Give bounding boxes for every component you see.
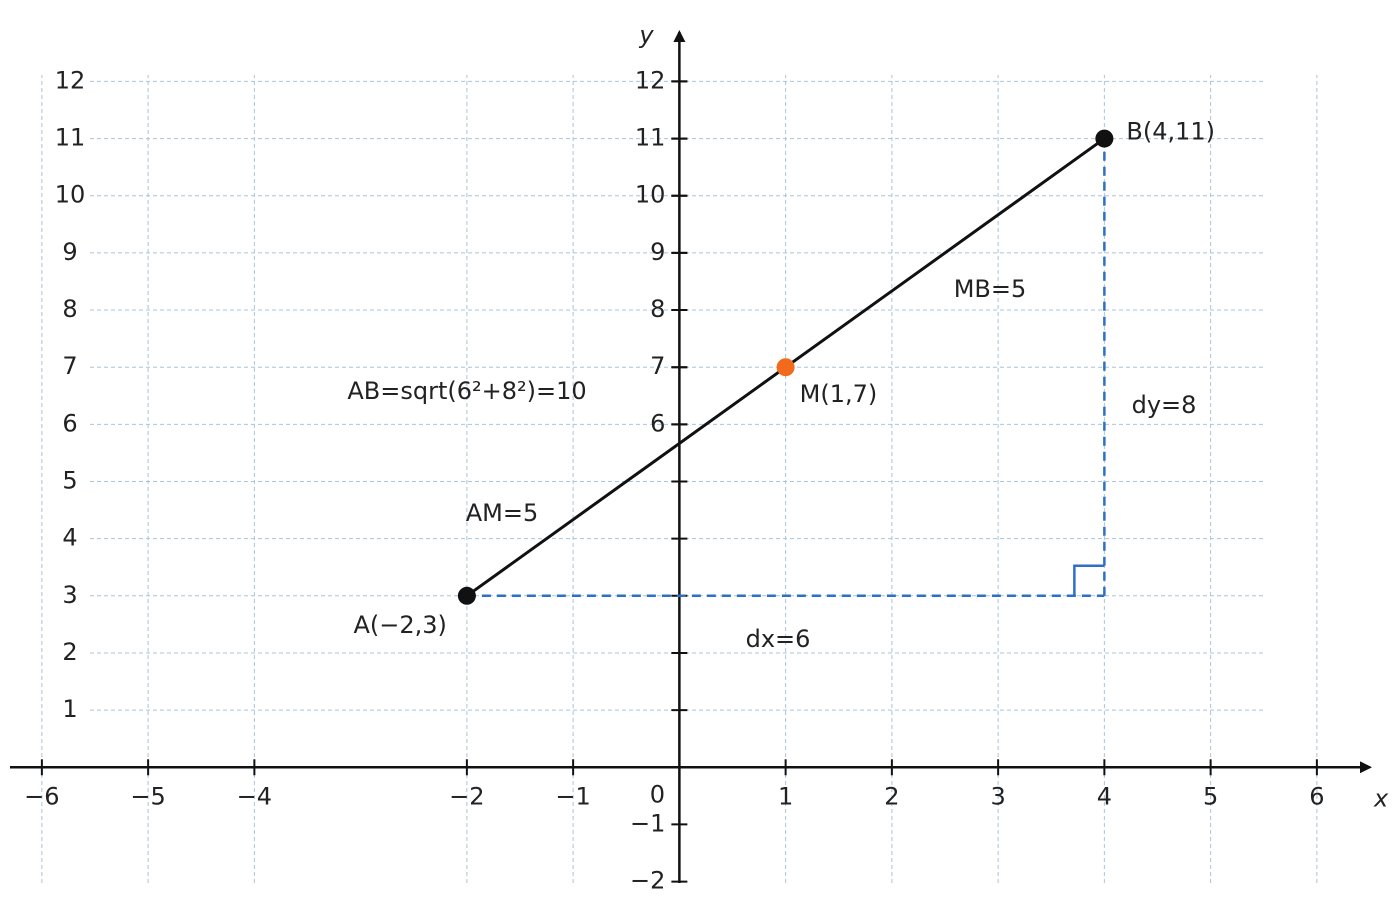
annotation: MB=5: [954, 275, 1027, 303]
y-tick-label: 2: [62, 638, 77, 666]
y-tick-label: 10: [55, 181, 86, 209]
point: [776, 358, 795, 377]
y-axis-tick-label: −2: [630, 867, 665, 895]
y-tick-label: 9: [62, 238, 77, 266]
annotation: AM=5: [466, 499, 539, 527]
y-tick-label: 8: [62, 295, 77, 323]
y-axis-tick-label: 12: [635, 66, 666, 94]
y-tick-label: 5: [62, 467, 77, 495]
y-axis-tick-label: 9: [650, 238, 665, 266]
x-tick-label: −4: [237, 782, 272, 810]
y-tick-label: 6: [62, 409, 77, 437]
annotation: dy=8: [1132, 391, 1197, 419]
origin-label: 0: [650, 780, 665, 808]
annotation: dx=6: [746, 625, 811, 653]
x-tick-label: 6: [1309, 782, 1324, 810]
y-tick-label: 12: [55, 66, 86, 94]
x-tick-label: 4: [1097, 782, 1112, 810]
x-tick-label: −2: [449, 782, 484, 810]
y-axis-tick-label: 8: [650, 295, 665, 323]
x-tick-label: −1: [555, 782, 590, 810]
x-tick-label: 5: [1203, 782, 1218, 810]
point-label: A(−2,3): [353, 611, 446, 639]
x-tick-label: −5: [130, 782, 165, 810]
y-tick-label: 4: [62, 524, 77, 552]
y-tick-label: 3: [62, 581, 77, 609]
y-tick-label: 11: [55, 124, 86, 152]
point-label: B(4,11): [1126, 118, 1215, 146]
y-axis-tick-label: −1: [630, 809, 665, 837]
point-label: M(1,7): [800, 380, 878, 408]
x-tick-label: 3: [990, 782, 1005, 810]
point: [457, 586, 476, 605]
y-axis-tick-label: 6: [650, 409, 665, 437]
annotation: AB=sqrt(6²+8²)=10: [347, 377, 586, 405]
y-axis-tick-label: 7: [650, 352, 665, 380]
y-tick-label: 1: [62, 695, 77, 723]
y-axis-tick-label: 10: [635, 181, 666, 209]
x-tick-label: 2: [884, 782, 899, 810]
x-tick-label: −6: [24, 782, 59, 810]
y-tick-label: 7: [62, 352, 77, 380]
x-tick-label: 1: [778, 782, 793, 810]
y-axis-tick-label: 11: [635, 124, 666, 152]
y-axis-label: y: [638, 21, 654, 49]
right-angle: [1073, 564, 1105, 596]
point: [1095, 129, 1114, 148]
x-axis-label: x: [1373, 784, 1389, 812]
